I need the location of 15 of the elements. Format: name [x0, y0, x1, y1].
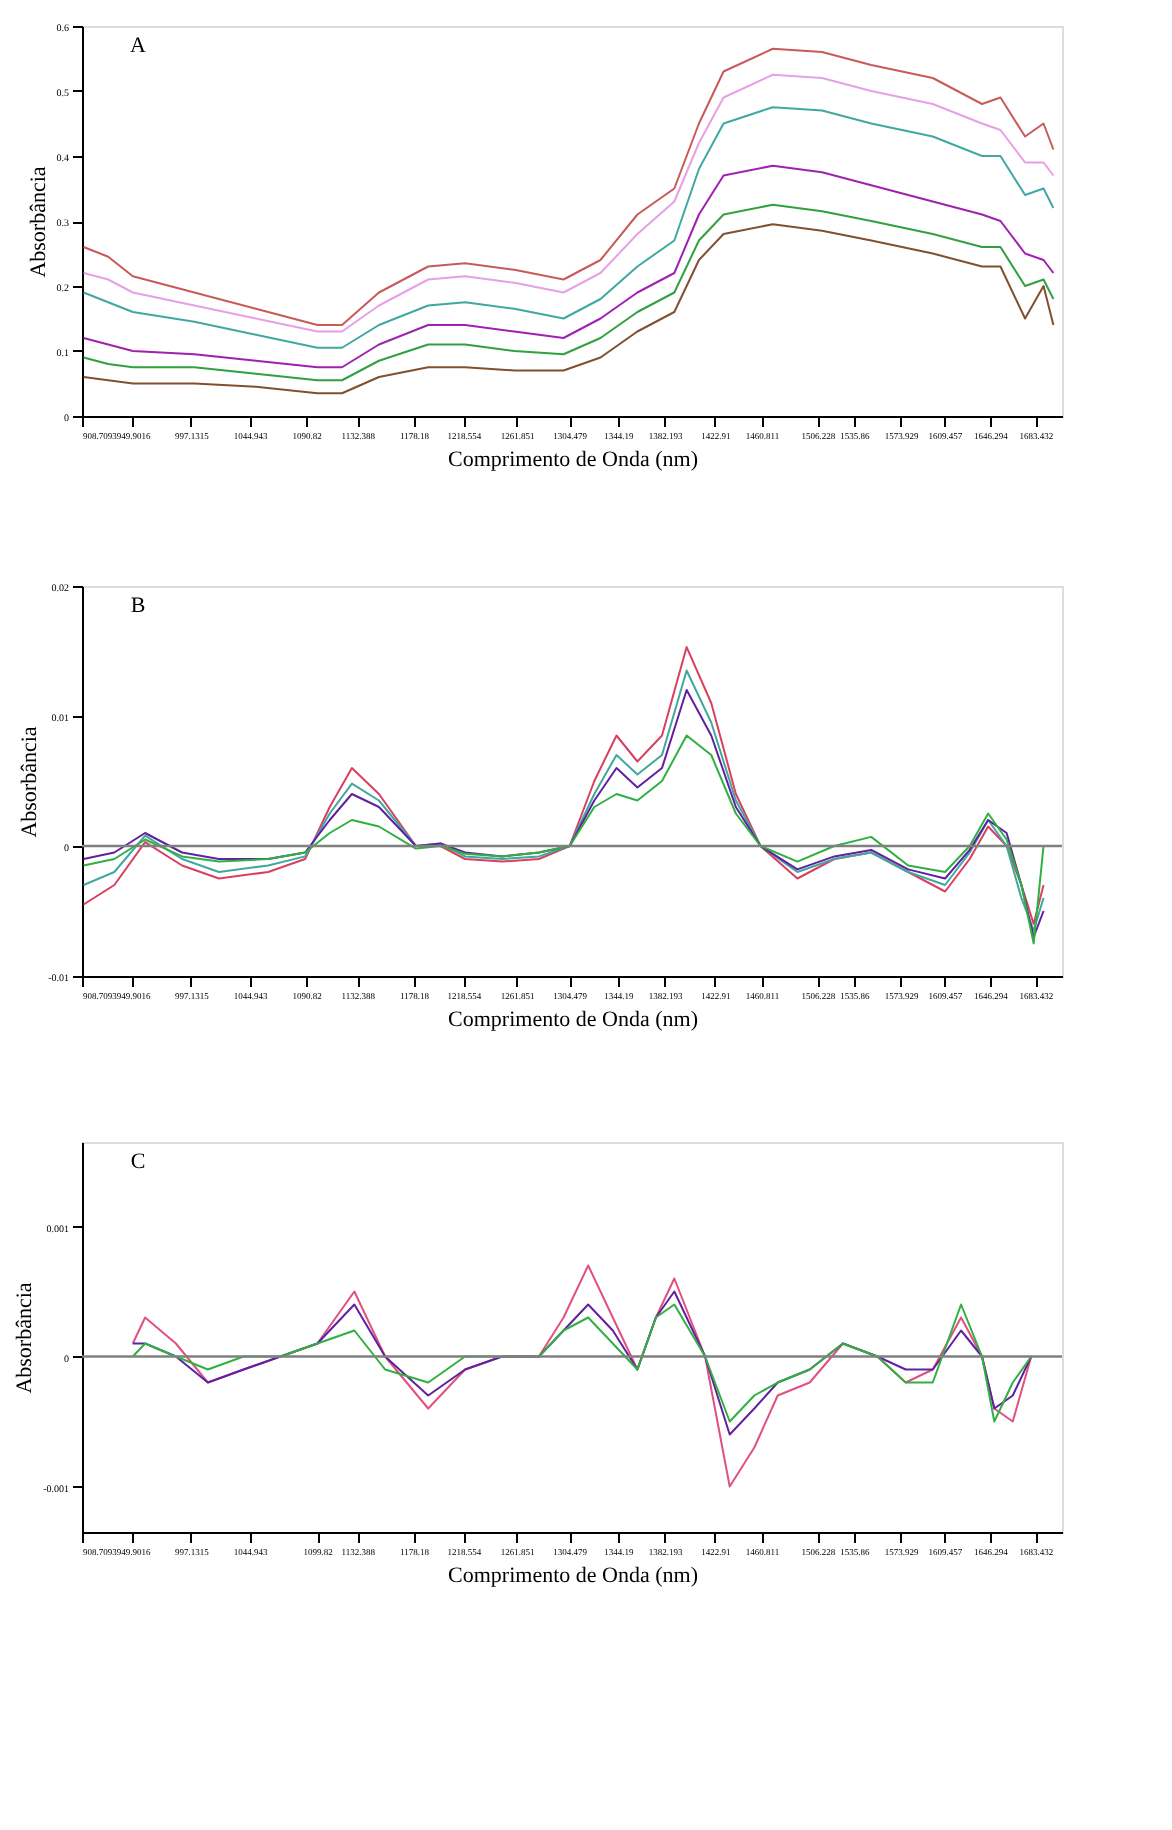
- line-series: [131, 1303, 1033, 1423]
- line-series: [82, 106, 1055, 349]
- y-axis-title: Absorbância: [26, 166, 51, 278]
- line-series: [82, 203, 1055, 382]
- x-axis-title: Comprimento de Onda (nm): [448, 1008, 699, 1032]
- annotation: C: [130, 1150, 146, 1174]
- line-series: [82, 164, 1055, 369]
- x-axis-title: Comprimento de Onda (nm): [448, 448, 699, 472]
- line-series: [82, 223, 1055, 395]
- annotation: A: [130, 34, 147, 58]
- line-series: [82, 734, 1045, 945]
- y-axis-title: Absorbância: [18, 726, 43, 838]
- annotation: B: [130, 594, 146, 618]
- y-axis-title: Absorbância: [13, 1282, 38, 1394]
- x-axis-title: Comprimento de Onda (nm): [448, 1564, 699, 1588]
